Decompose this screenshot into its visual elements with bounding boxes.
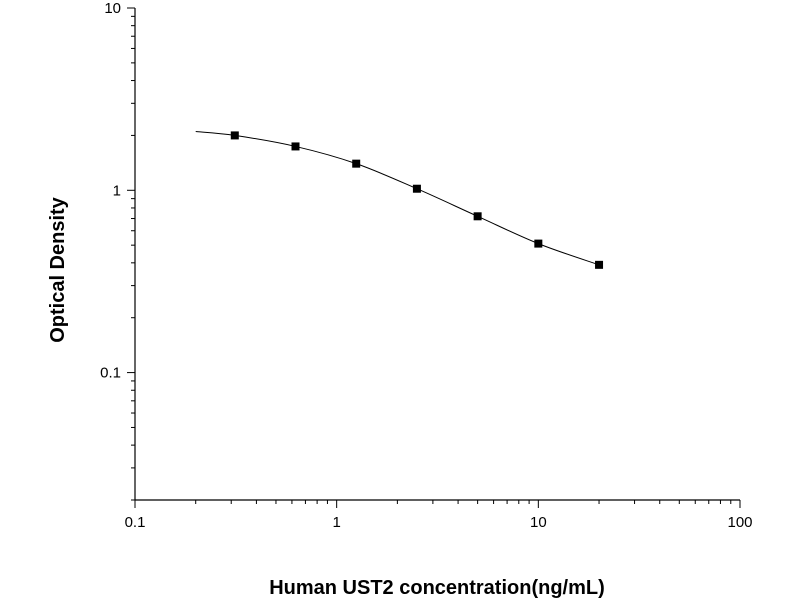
y-ticks: 0.1 1 10 xyxy=(100,0,121,382)
data-point xyxy=(473,212,482,221)
data-point xyxy=(352,159,361,168)
data-point xyxy=(291,142,300,151)
axes xyxy=(127,7,741,508)
x-tick-label: 100 xyxy=(727,514,752,531)
data-point xyxy=(595,260,604,269)
data-point xyxy=(412,184,421,193)
data-point xyxy=(534,239,543,248)
y-axis-title: Optical Density xyxy=(47,196,69,342)
x-tick-label: 10 xyxy=(530,514,547,531)
x-ticks: 0.1 1 10 100 xyxy=(125,514,753,531)
data-points-layer xyxy=(230,131,604,269)
x-tick-label: 1 xyxy=(332,514,340,531)
x-tick-label: 0.1 xyxy=(125,514,146,531)
y-tick-label: 1 xyxy=(113,182,121,199)
y-tick-label: 10 xyxy=(104,0,121,17)
data-point xyxy=(230,131,239,140)
y-tick-label: 0.1 xyxy=(100,365,121,382)
x-axis-title: Human UST2 concentration(ng/mL) xyxy=(269,577,605,599)
